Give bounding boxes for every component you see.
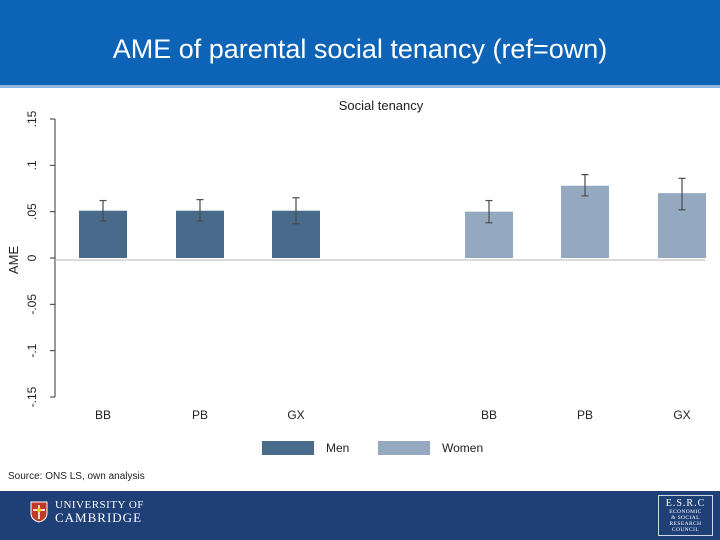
x-tick-label: BB <box>481 408 497 422</box>
esrc-line4: RESEARCH <box>669 521 702 527</box>
university-line2: CAMBRIDGE <box>55 510 143 525</box>
cambridge-crest-icon <box>30 501 48 523</box>
legend-label-men: Men <box>326 441 349 455</box>
y-tick-label: 0 <box>25 254 39 261</box>
esrc-line2: ECONOMIC <box>669 509 702 515</box>
y-tick-label: .05 <box>25 203 39 220</box>
source-note: Source: ONS LS, own analysis <box>8 471 145 482</box>
y-tick-label: -.15 <box>25 386 39 407</box>
legend-swatch-men <box>262 441 314 455</box>
ame-bar-chart: Social tenancy AME -.15-.1-.050.05.1.15 … <box>6 98 706 455</box>
legend-swatch-women <box>378 441 430 455</box>
y-tick-label: -.05 <box>25 294 39 315</box>
esrc-line5: COUNCIL <box>671 527 700 533</box>
x-tick-label: GX <box>287 408 304 422</box>
x-tick-label: GX <box>673 408 690 422</box>
x-tick-label: BB <box>95 408 111 422</box>
y-axis-label: AME <box>6 246 21 275</box>
university-logo: UNIVERSITY OF CAMBRIDGE <box>30 500 144 524</box>
x-tick-label: PB <box>192 408 208 422</box>
x-tick-label: PB <box>577 408 593 422</box>
y-tick-label: .15 <box>25 110 39 127</box>
legend-label-women: Women <box>442 441 483 455</box>
university-line1: UNIVERSITY OF <box>55 499 144 511</box>
page-title: AME of parental social tenancy (ref=own) <box>112 34 608 64</box>
footer-bar: UNIVERSITY OF CAMBRIDGE E.S.R.C ECONOMIC… <box>0 491 720 540</box>
esrc-logo: E.S.R.C ECONOMIC & SOCIAL RESEARCH COUNC… <box>658 495 713 536</box>
title-bar: AME of parental social tenancy (ref=own) <box>0 0 720 88</box>
esrc-line1: E.S.R.C <box>665 498 706 509</box>
esrc-line3: & SOCIAL <box>671 515 700 521</box>
chart-title: Social tenancy <box>339 98 424 113</box>
y-tick-label: .1 <box>25 160 39 170</box>
bar-women-pb <box>561 185 609 258</box>
y-tick-label: -.1 <box>25 343 39 357</box>
